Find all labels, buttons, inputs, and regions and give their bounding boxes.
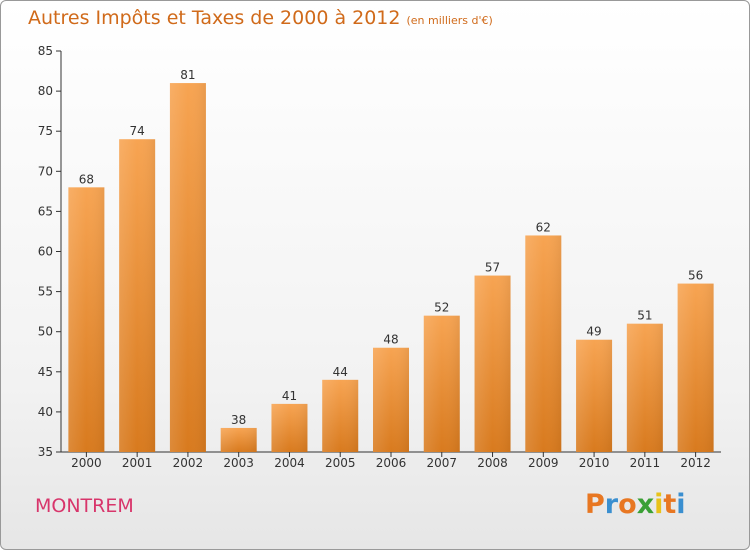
x-tick-label: 2007 bbox=[426, 456, 457, 470]
data-label: 74 bbox=[130, 124, 145, 138]
x-tick-label: 2001 bbox=[122, 456, 153, 470]
bar-shade-2001 bbox=[119, 139, 156, 452]
data-label: 38 bbox=[231, 413, 246, 427]
bar-shade-2000 bbox=[68, 187, 105, 452]
data-label: 56 bbox=[688, 269, 703, 283]
data-label: 81 bbox=[180, 68, 195, 82]
x-tick-label: 2008 bbox=[477, 456, 508, 470]
chart-title-text: Autres Impôts et Taxes de 2000 à 2012 bbox=[28, 7, 401, 29]
logo-letter: r bbox=[604, 489, 619, 520]
chart-subtitle: (en milliers d'€) bbox=[406, 14, 493, 27]
bar-shade-2005 bbox=[322, 379, 359, 452]
y-tick-label: 55 bbox=[38, 285, 53, 299]
x-tick-label: 2005 bbox=[325, 456, 356, 470]
y-tick-label: 50 bbox=[38, 325, 53, 339]
bar-shade-2009 bbox=[525, 235, 562, 452]
y-tick-label: 45 bbox=[38, 365, 53, 379]
data-label: 51 bbox=[637, 309, 652, 323]
logo-letter: P bbox=[585, 489, 605, 520]
x-tick-label: 2006 bbox=[376, 456, 407, 470]
y-tick-label: 60 bbox=[38, 245, 53, 259]
data-label: 49 bbox=[586, 325, 601, 339]
bar-shade-2012 bbox=[677, 283, 714, 452]
data-label: 52 bbox=[434, 301, 449, 315]
place-name: MONTREM bbox=[35, 495, 134, 517]
bar-shade-2003 bbox=[220, 427, 257, 452]
bar-shade-2006 bbox=[373, 347, 409, 452]
x-tick-label: 2002 bbox=[173, 456, 204, 470]
y-tick-label: 35 bbox=[38, 445, 53, 459]
data-label: 41 bbox=[282, 389, 297, 403]
x-tick-label: 2011 bbox=[630, 456, 661, 470]
logo-letter: o bbox=[618, 489, 637, 520]
data-label: 48 bbox=[383, 333, 398, 347]
bars bbox=[68, 83, 714, 452]
logo-letter: i bbox=[676, 489, 686, 520]
data-labels: 68 74 81 38 41 44 48 52 57 62 49 51 56 bbox=[79, 68, 704, 427]
x-tick-label: 2010 bbox=[579, 456, 610, 470]
data-label: 68 bbox=[79, 172, 94, 186]
y-tick-label: 70 bbox=[38, 164, 53, 178]
logo-letter: i bbox=[654, 489, 664, 520]
data-label: 57 bbox=[485, 261, 500, 275]
bar-shade-2011 bbox=[626, 323, 663, 452]
data-label: 44 bbox=[333, 365, 348, 379]
x-tick-label: 2012 bbox=[680, 456, 711, 470]
y-tick-label: 85 bbox=[38, 44, 53, 58]
x-tick-label: 2000 bbox=[71, 456, 102, 470]
y-tick-label: 80 bbox=[38, 84, 53, 98]
y-tick-label: 40 bbox=[38, 405, 53, 419]
chart-title: Autres Impôts et Taxes de 2000 à 2012 (en… bbox=[28, 7, 493, 29]
y-tick-label: 65 bbox=[38, 204, 53, 218]
bar-shade-2007 bbox=[423, 315, 460, 452]
x-tick-label: 2003 bbox=[223, 456, 254, 470]
bar-shade-2010 bbox=[576, 339, 613, 452]
logo-letter: x bbox=[636, 489, 655, 520]
x-tick-label: 2009 bbox=[528, 456, 559, 470]
bar-shade-2008 bbox=[474, 275, 511, 452]
bar-shade-2002 bbox=[169, 83, 206, 452]
proxiti-logo: Proxiti bbox=[585, 489, 686, 520]
x-tick-label: 2004 bbox=[274, 456, 305, 470]
y-tick-label: 75 bbox=[38, 124, 53, 138]
logo-letter: t bbox=[663, 489, 677, 520]
bar-shade-2004 bbox=[271, 403, 308, 452]
data-label: 62 bbox=[536, 220, 551, 234]
bar-chart: 35 40 45 50 55 60 65 70 75 80 85 2000 2001 2002 2003 20… bbox=[38, 44, 721, 470]
